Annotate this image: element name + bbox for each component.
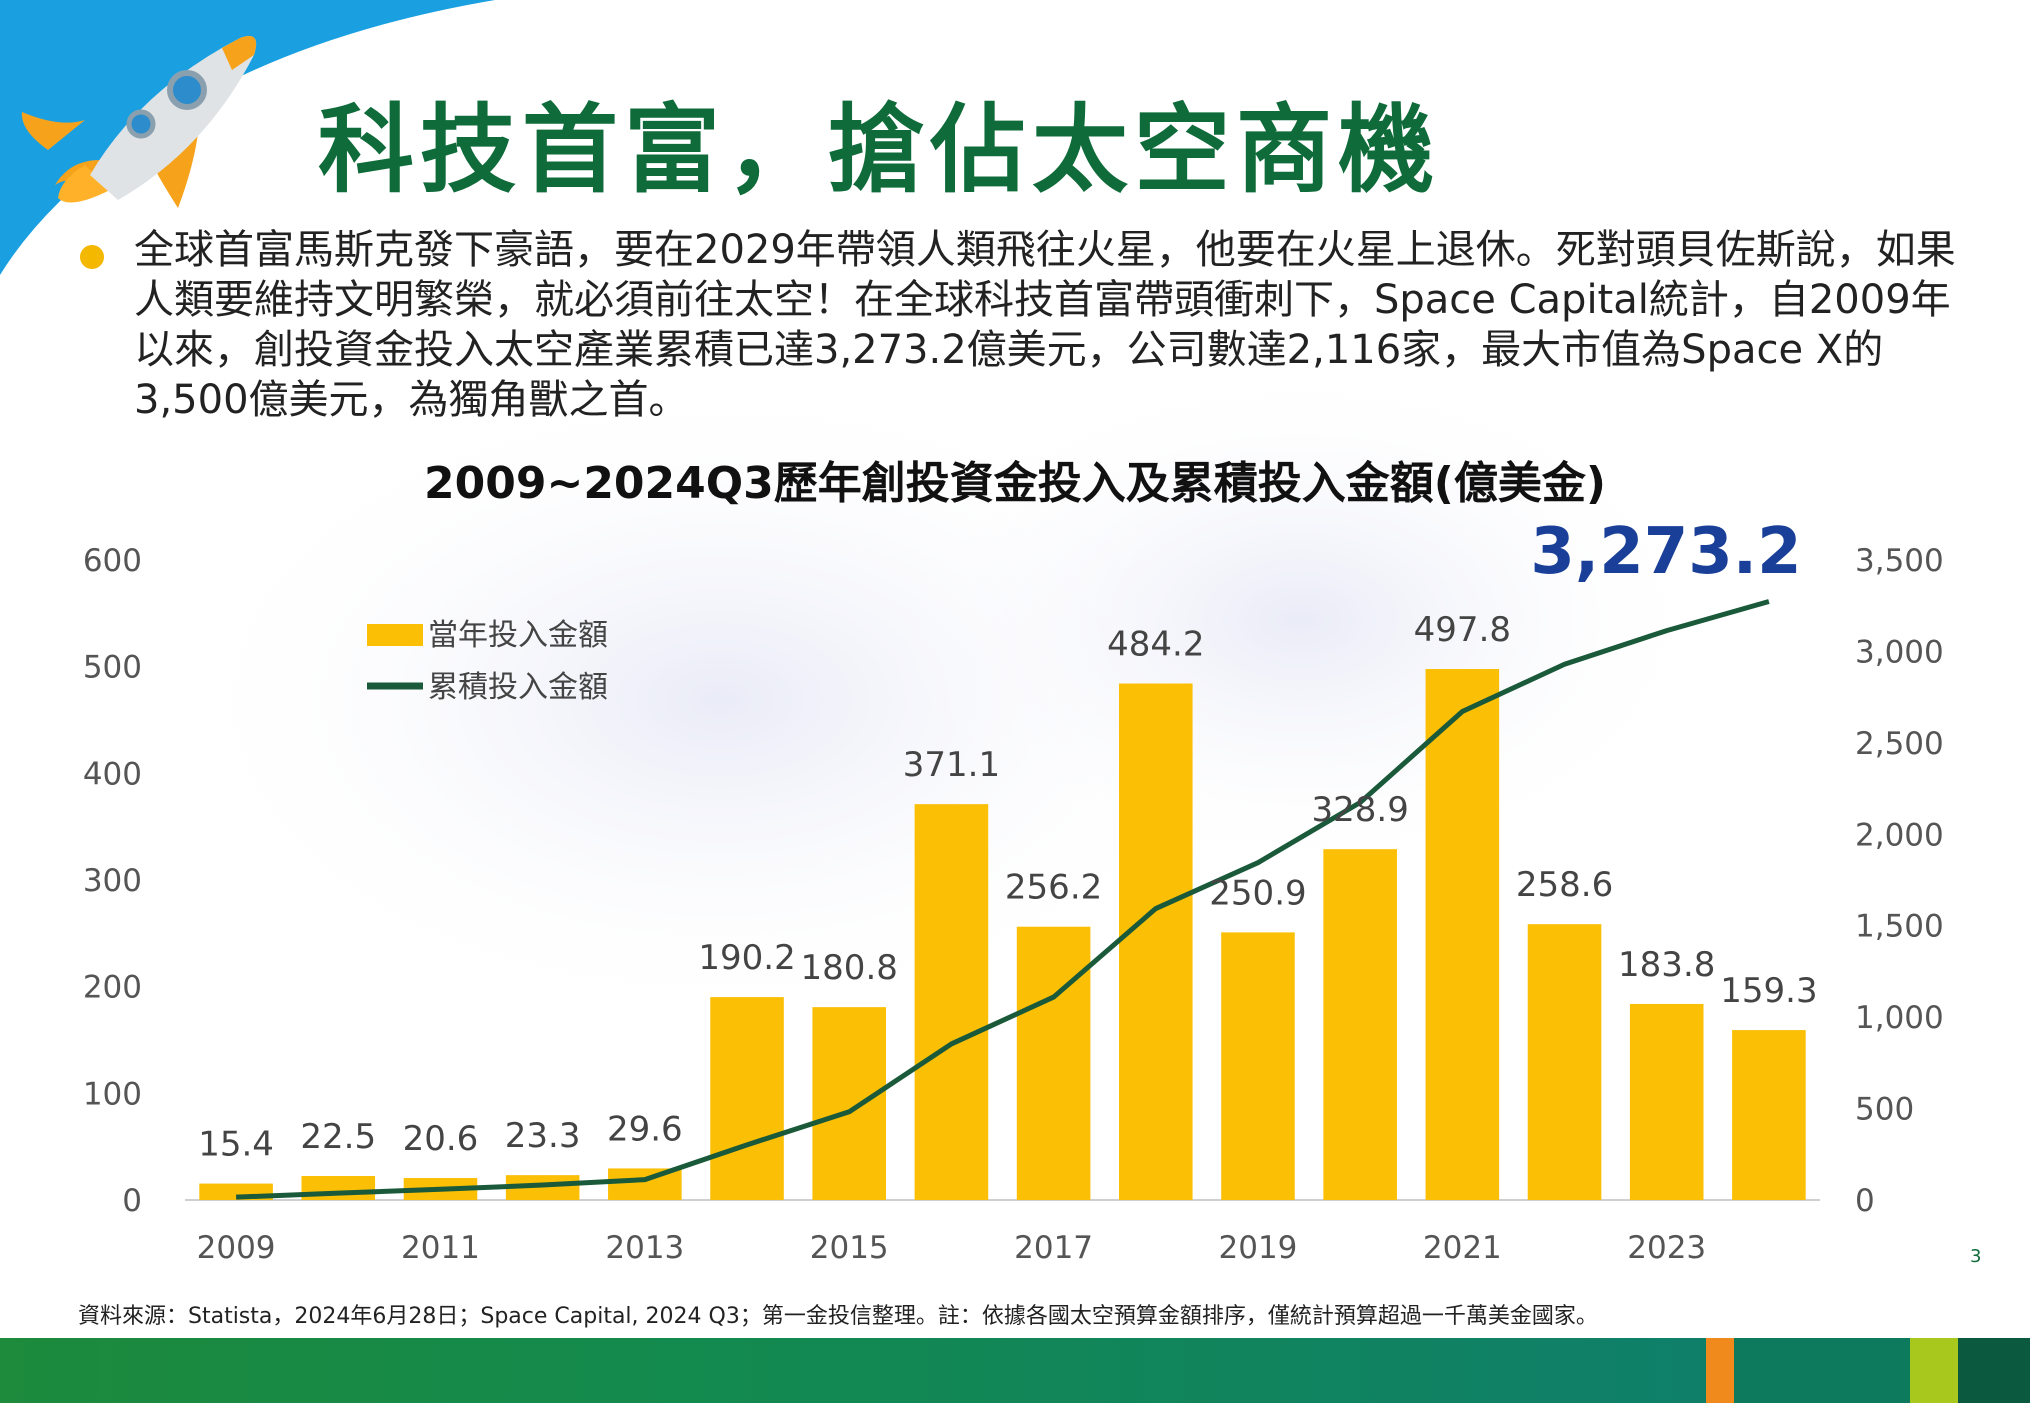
bar-data-label: 497.8: [1414, 610, 1511, 650]
bar: [710, 997, 784, 1200]
x-tick-label: 2011: [401, 1230, 480, 1266]
legend-swatch-bar: [367, 624, 423, 646]
footer-gradient: [0, 1338, 1706, 1403]
footer-accent-orange: [1706, 1338, 1734, 1403]
bar: [1732, 1030, 1806, 1200]
y-left-tick-label: 0: [122, 1183, 142, 1219]
bar: [1118, 683, 1193, 1200]
bar-data-label: 183.8: [1618, 945, 1715, 985]
x-tick-label: 2009: [197, 1230, 276, 1266]
x-tick-label: 2019: [1219, 1230, 1298, 1266]
page-title: 科技首富，搶佔太空商機: [318, 94, 1440, 206]
bar: [1629, 1003, 1704, 1200]
bar-data-label: 180.8: [801, 948, 898, 988]
x-tick-label: 2023: [1627, 1230, 1706, 1266]
footer-accent-dark: [1958, 1338, 2030, 1403]
source-note: 資料來源：Statista，2024年6月28日；Space Capital, …: [78, 1304, 1598, 1329]
bar-data-label: 250.9: [1209, 873, 1306, 913]
footer-accent-green: [1734, 1338, 1910, 1403]
footer-accent-lime: [1910, 1338, 1958, 1403]
y-left-tick-label: 500: [83, 650, 142, 686]
body-paragraph: 全球首富馬斯克發下豪語，要在2029年帶領人類飛往火星，他要在火星上退休。死對頭…: [134, 227, 1956, 423]
bar-data-label: 20.6: [403, 1119, 479, 1159]
bar-data-label: 29.6: [607, 1109, 683, 1149]
x-tick-label: 2015: [810, 1230, 889, 1266]
y-left-tick-label: 400: [83, 756, 142, 792]
bar: [1323, 849, 1397, 1200]
bar: [1016, 926, 1091, 1200]
chart-title: 2009~2024Q3歷年創投資金投入及累積投入金額(億美金): [423, 458, 1607, 509]
footer-bar: [0, 1338, 2030, 1403]
bullet-dot: [80, 245, 104, 269]
y-right-tick-label: 0: [1855, 1183, 1875, 1219]
y-right-tick-label: 3,000: [1855, 634, 1944, 670]
y-right-tick-label: 500: [1855, 1092, 1914, 1128]
x-tick-label: 2017: [1014, 1230, 1093, 1266]
y-left-tick-label: 100: [83, 1076, 142, 1112]
page-number: 3: [1970, 1246, 1982, 1267]
bar: [1425, 669, 1500, 1200]
bar-data-label: 15.4: [198, 1125, 274, 1165]
bar-data-label: 371.1: [903, 745, 1000, 785]
y-right-tick-label: 1,000: [1855, 1000, 1944, 1036]
x-tick-label: 2021: [1423, 1230, 1502, 1266]
highlight-value: 3,273.2: [1530, 515, 1801, 589]
bar-data-label: 258.6: [1516, 865, 1613, 905]
bar-data-label: 22.5: [300, 1117, 376, 1157]
plot-area: 0 100 200 300 400 500 600 0 500 1,000 1,500 2,000 2,…: [83, 543, 1944, 1266]
rocket-icon: [21, 36, 257, 208]
bar-data-label: 23.3: [505, 1116, 581, 1156]
legend-label-line: 累積投入金額: [428, 670, 608, 705]
legend: 當年投入金額 累積投入金額: [367, 618, 608, 705]
y-right-tick-label: 2,500: [1855, 726, 1944, 762]
x-tick-label: 2013: [605, 1230, 684, 1266]
y-right-tick-label: 3,500: [1855, 543, 1944, 579]
bar: [1221, 932, 1295, 1200]
y-left-tick-label: 200: [83, 970, 142, 1006]
y-left-tick-label: 600: [83, 543, 142, 579]
bar: [1527, 924, 1602, 1200]
bar-data-label: 159.3: [1720, 971, 1817, 1011]
bar: [914, 804, 989, 1200]
y-right-tick-label: 2,000: [1855, 817, 1944, 853]
legend-label-bar: 當年投入金額: [428, 618, 608, 653]
bar-data-label: 256.2: [1005, 868, 1102, 908]
bar-data-label: 190.2: [698, 938, 795, 978]
bar-data-label: 328.9: [1311, 790, 1408, 830]
bar-data-label: 484.2: [1107, 625, 1204, 665]
y-right-tick-label: 1,500: [1855, 909, 1944, 945]
series-line-cumulative: [235, 599, 1770, 1200]
bar: [812, 1007, 887, 1200]
y-left-tick-label: 300: [83, 863, 142, 899]
